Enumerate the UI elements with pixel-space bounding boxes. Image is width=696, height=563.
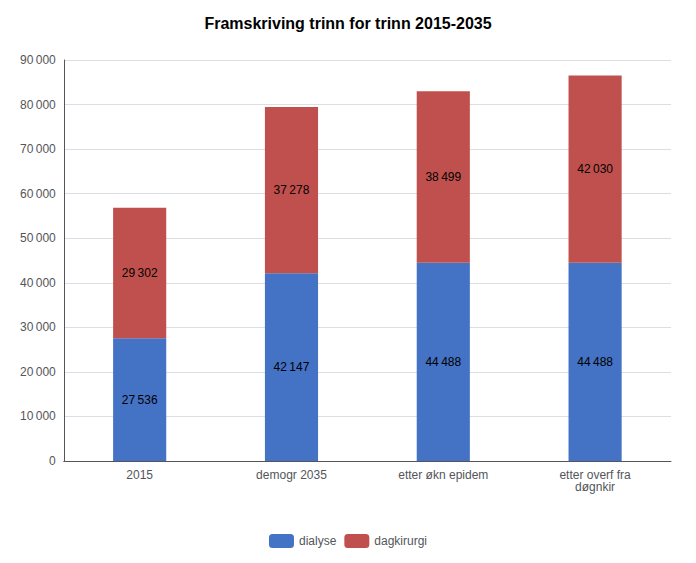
svg-text:42 147: 42 147: [274, 360, 310, 374]
svg-text:dagkirurgi: dagkirurgi: [374, 534, 427, 548]
svg-text:døgnkir: døgnkir: [575, 480, 615, 494]
svg-text:29 302: 29 302: [122, 266, 158, 280]
svg-text:27 536: 27 536: [122, 393, 158, 407]
svg-text:90 000: 90 000: [20, 53, 56, 67]
svg-text:38 499: 38 499: [425, 170, 461, 184]
svg-text:37 278: 37 278: [274, 183, 310, 197]
svg-text:2015: 2015: [126, 468, 153, 482]
svg-text:etter overf fra: etter overf fra: [559, 468, 631, 482]
svg-text:44 488: 44 488: [425, 355, 461, 369]
svg-text:70 000: 70 000: [20, 142, 56, 156]
svg-text:0: 0: [49, 454, 56, 468]
svg-text:40 000: 40 000: [20, 276, 56, 290]
svg-text:80 000: 80 000: [20, 98, 56, 112]
svg-text:30 000: 30 000: [20, 320, 56, 334]
svg-text:44 488: 44 488: [577, 355, 613, 369]
svg-text:etter økn epidem: etter økn epidem: [398, 468, 488, 482]
svg-text:42 030: 42 030: [577, 162, 613, 176]
svg-text:10 000: 10 000: [20, 409, 56, 423]
svg-text:50 000: 50 000: [20, 231, 56, 245]
svg-text:demogr 2035: demogr 2035: [256, 468, 327, 482]
svg-text:20 000: 20 000: [20, 365, 56, 379]
svg-text:Framskriving trinn for trinn 2: Framskriving trinn for trinn 2015-2035: [204, 15, 491, 32]
svg-text:dialyse: dialyse: [299, 534, 337, 548]
svg-text:60 000: 60 000: [20, 187, 56, 201]
